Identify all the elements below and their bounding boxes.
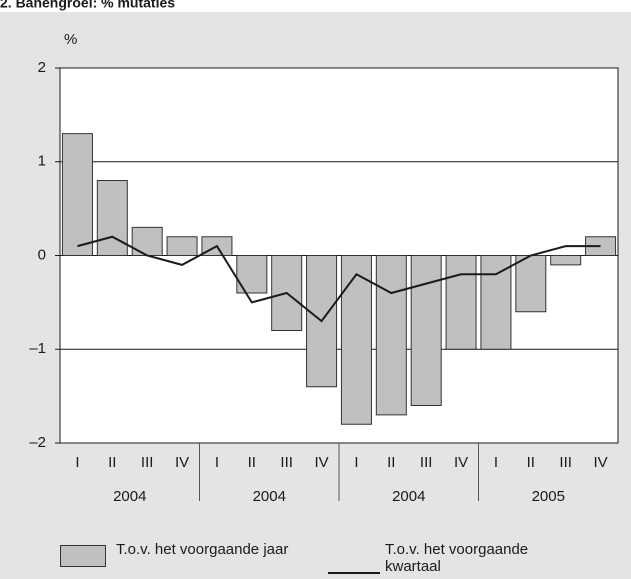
x-tick-label: I: [354, 454, 358, 471]
bar: [480, 255, 512, 350]
bar: [515, 255, 547, 313]
bar: [96, 180, 128, 256]
legend-label: T.o.v. het voorgaande kwartaal: [385, 541, 529, 575]
x-tick-label: II: [387, 454, 395, 471]
legend-swatch: [60, 545, 106, 567]
bar: [61, 133, 93, 256]
x-tick-label: IV: [314, 454, 328, 471]
group-label: 2005: [532, 488, 565, 505]
y-tick-label: –1: [29, 340, 46, 357]
x-tick-label: I: [494, 454, 498, 471]
legend-line: [328, 572, 380, 574]
group-label: 2004: [113, 488, 146, 505]
bar: [550, 255, 582, 266]
x-tick-label: III: [280, 454, 293, 471]
bar: [375, 255, 407, 416]
group-label: 2004: [392, 488, 425, 505]
bar: [445, 255, 477, 350]
x-tick-label: II: [527, 454, 535, 471]
bar: [236, 255, 268, 294]
legend-label: T.o.v. het voorgaande jaar: [116, 541, 289, 558]
line: [77, 235, 601, 323]
y-tick-label: 1: [38, 153, 46, 170]
x-tick-label: III: [559, 454, 572, 471]
chart-title: 2. Banengroei: % mutaties: [0, 0, 175, 11]
x-tick-label: IV: [175, 454, 189, 471]
y-tick-label: 0: [38, 246, 46, 263]
x-tick-label: III: [420, 454, 433, 471]
y-tick-label: –2: [29, 434, 46, 451]
y-unit: %: [64, 31, 77, 48]
group-label: 2004: [253, 488, 286, 505]
x-tick-label: IV: [593, 454, 607, 471]
bar: [340, 255, 372, 425]
x-tick-label: IV: [454, 454, 468, 471]
x-tick-label: II: [248, 454, 256, 471]
x-tick-label: I: [75, 454, 79, 471]
bar: [131, 226, 163, 256]
x-tick-label: I: [215, 454, 219, 471]
y-tick-label: 2: [38, 59, 46, 76]
x-tick-label: II: [108, 454, 116, 471]
bar: [410, 255, 442, 406]
bar: [166, 236, 198, 256]
x-tick-label: III: [141, 454, 154, 471]
